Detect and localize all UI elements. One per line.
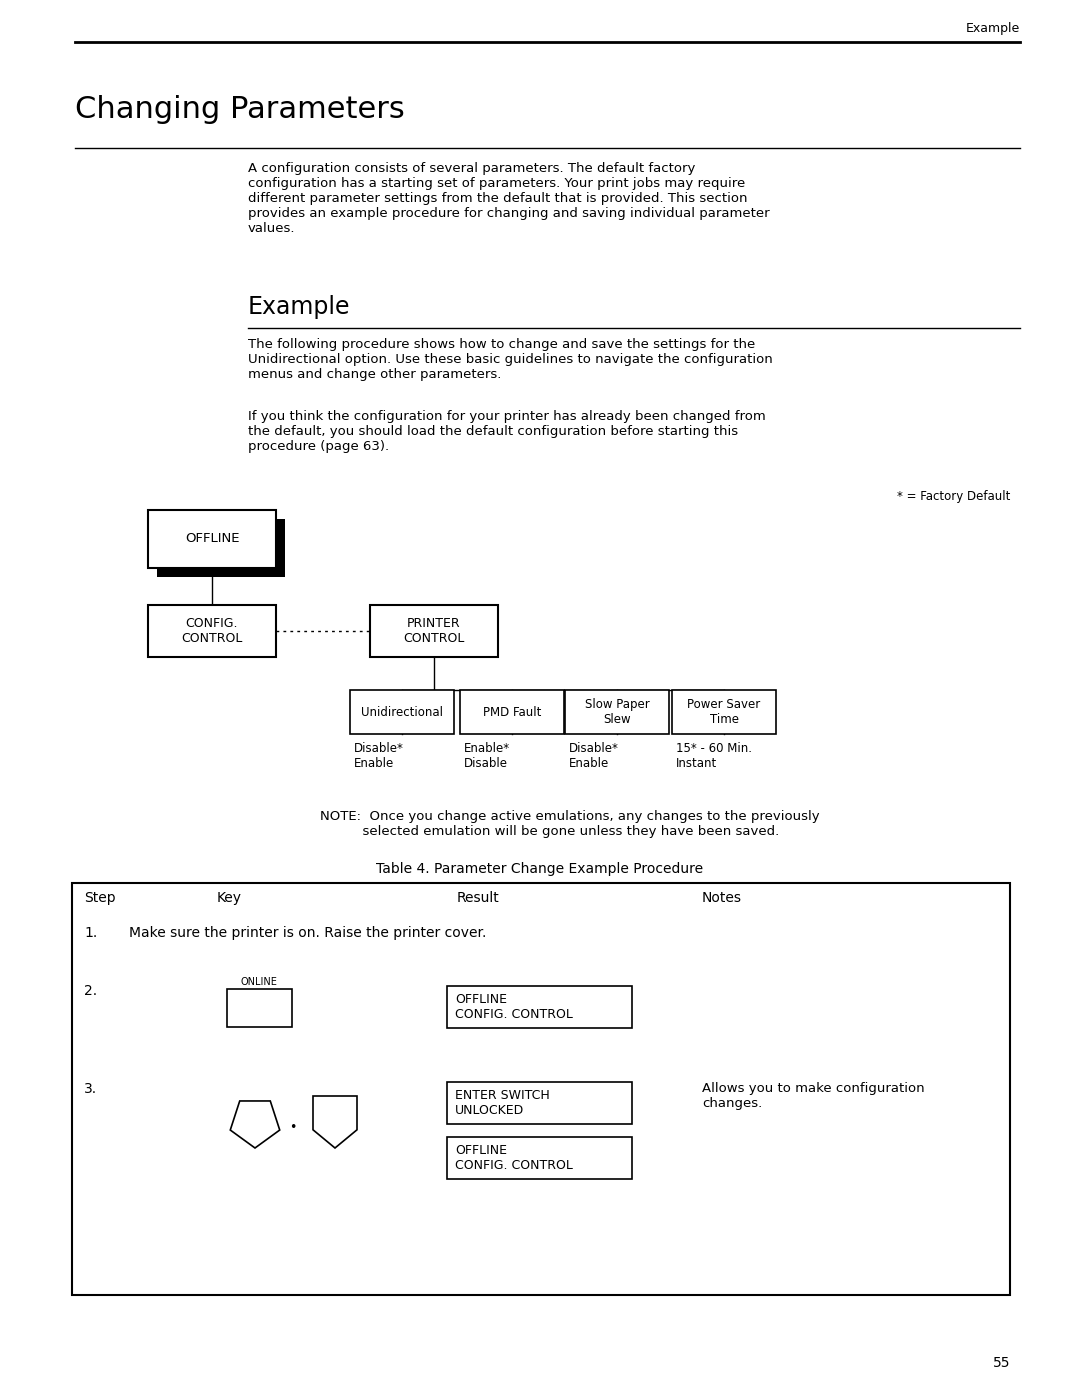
Text: OFFLINE
CONFIG. CONTROL: OFFLINE CONFIG. CONTROL	[455, 993, 572, 1021]
Text: •: •	[289, 1122, 297, 1134]
FancyBboxPatch shape	[672, 690, 777, 733]
Text: Enable*
Disable: Enable* Disable	[464, 742, 510, 770]
Text: Key: Key	[217, 891, 242, 905]
FancyBboxPatch shape	[227, 989, 292, 1027]
Text: If you think the configuration for your printer has already been changed from
th: If you think the configuration for your …	[248, 409, 766, 453]
FancyBboxPatch shape	[370, 605, 498, 657]
Text: Changing Parameters: Changing Parameters	[75, 95, 405, 124]
Text: Allows you to make configuration
changes.: Allows you to make configuration changes…	[702, 1083, 924, 1111]
FancyBboxPatch shape	[157, 520, 285, 577]
Text: OFFLINE
CONFIG. CONTROL: OFFLINE CONFIG. CONTROL	[455, 1144, 572, 1172]
FancyBboxPatch shape	[148, 510, 276, 569]
FancyBboxPatch shape	[350, 690, 454, 733]
Text: Unidirectional: Unidirectional	[361, 705, 443, 718]
Text: The following procedure shows how to change and save the settings for the
Unidir: The following procedure shows how to cha…	[248, 338, 773, 381]
Text: 3.: 3.	[84, 1083, 97, 1097]
Text: Power Saver
Time: Power Saver Time	[687, 698, 760, 726]
FancyBboxPatch shape	[447, 1083, 632, 1125]
FancyBboxPatch shape	[72, 883, 1010, 1295]
Polygon shape	[230, 1101, 280, 1148]
Text: Make sure the printer is on. Raise the printer cover.: Make sure the printer is on. Raise the p…	[129, 926, 486, 940]
Text: Disable*
Enable: Disable* Enable	[354, 742, 404, 770]
Text: OFFLINE: OFFLINE	[185, 532, 240, 545]
FancyBboxPatch shape	[148, 605, 276, 657]
Text: Disable*
Enable: Disable* Enable	[569, 742, 619, 770]
Text: CONFIG.
CONTROL: CONFIG. CONTROL	[181, 617, 243, 645]
Text: Step: Step	[84, 891, 116, 905]
Text: ONLINE: ONLINE	[241, 977, 278, 988]
FancyBboxPatch shape	[460, 690, 564, 733]
Text: Example: Example	[966, 22, 1020, 35]
Text: A configuration consists of several parameters. The default factory
configuratio: A configuration consists of several para…	[248, 162, 770, 235]
Text: NOTE:  Once you change active emulations, any changes to the previously
        : NOTE: Once you change active emulations,…	[320, 810, 820, 838]
Text: 1.: 1.	[84, 926, 97, 940]
Text: 55: 55	[993, 1356, 1010, 1370]
Text: 2.: 2.	[84, 983, 97, 997]
FancyBboxPatch shape	[447, 986, 632, 1028]
FancyBboxPatch shape	[447, 1137, 632, 1179]
Text: Table 4. Parameter Change Example Procedure: Table 4. Parameter Change Example Proced…	[377, 862, 703, 876]
Polygon shape	[313, 1097, 357, 1148]
Text: PMD Fault: PMD Fault	[483, 705, 541, 718]
Text: Notes: Notes	[702, 891, 742, 905]
Text: ENTER SWITCH
UNLOCKED: ENTER SWITCH UNLOCKED	[455, 1090, 550, 1118]
Text: Result: Result	[457, 891, 500, 905]
Text: PRINTER
CONTROL: PRINTER CONTROL	[403, 617, 464, 645]
Text: Slow Paper
Slew: Slow Paper Slew	[584, 698, 649, 726]
Text: 15* - 60 Min.
Instant: 15* - 60 Min. Instant	[676, 742, 752, 770]
Text: Example: Example	[248, 295, 351, 319]
Text: * = Factory Default: * = Factory Default	[896, 490, 1010, 503]
FancyBboxPatch shape	[565, 690, 669, 733]
